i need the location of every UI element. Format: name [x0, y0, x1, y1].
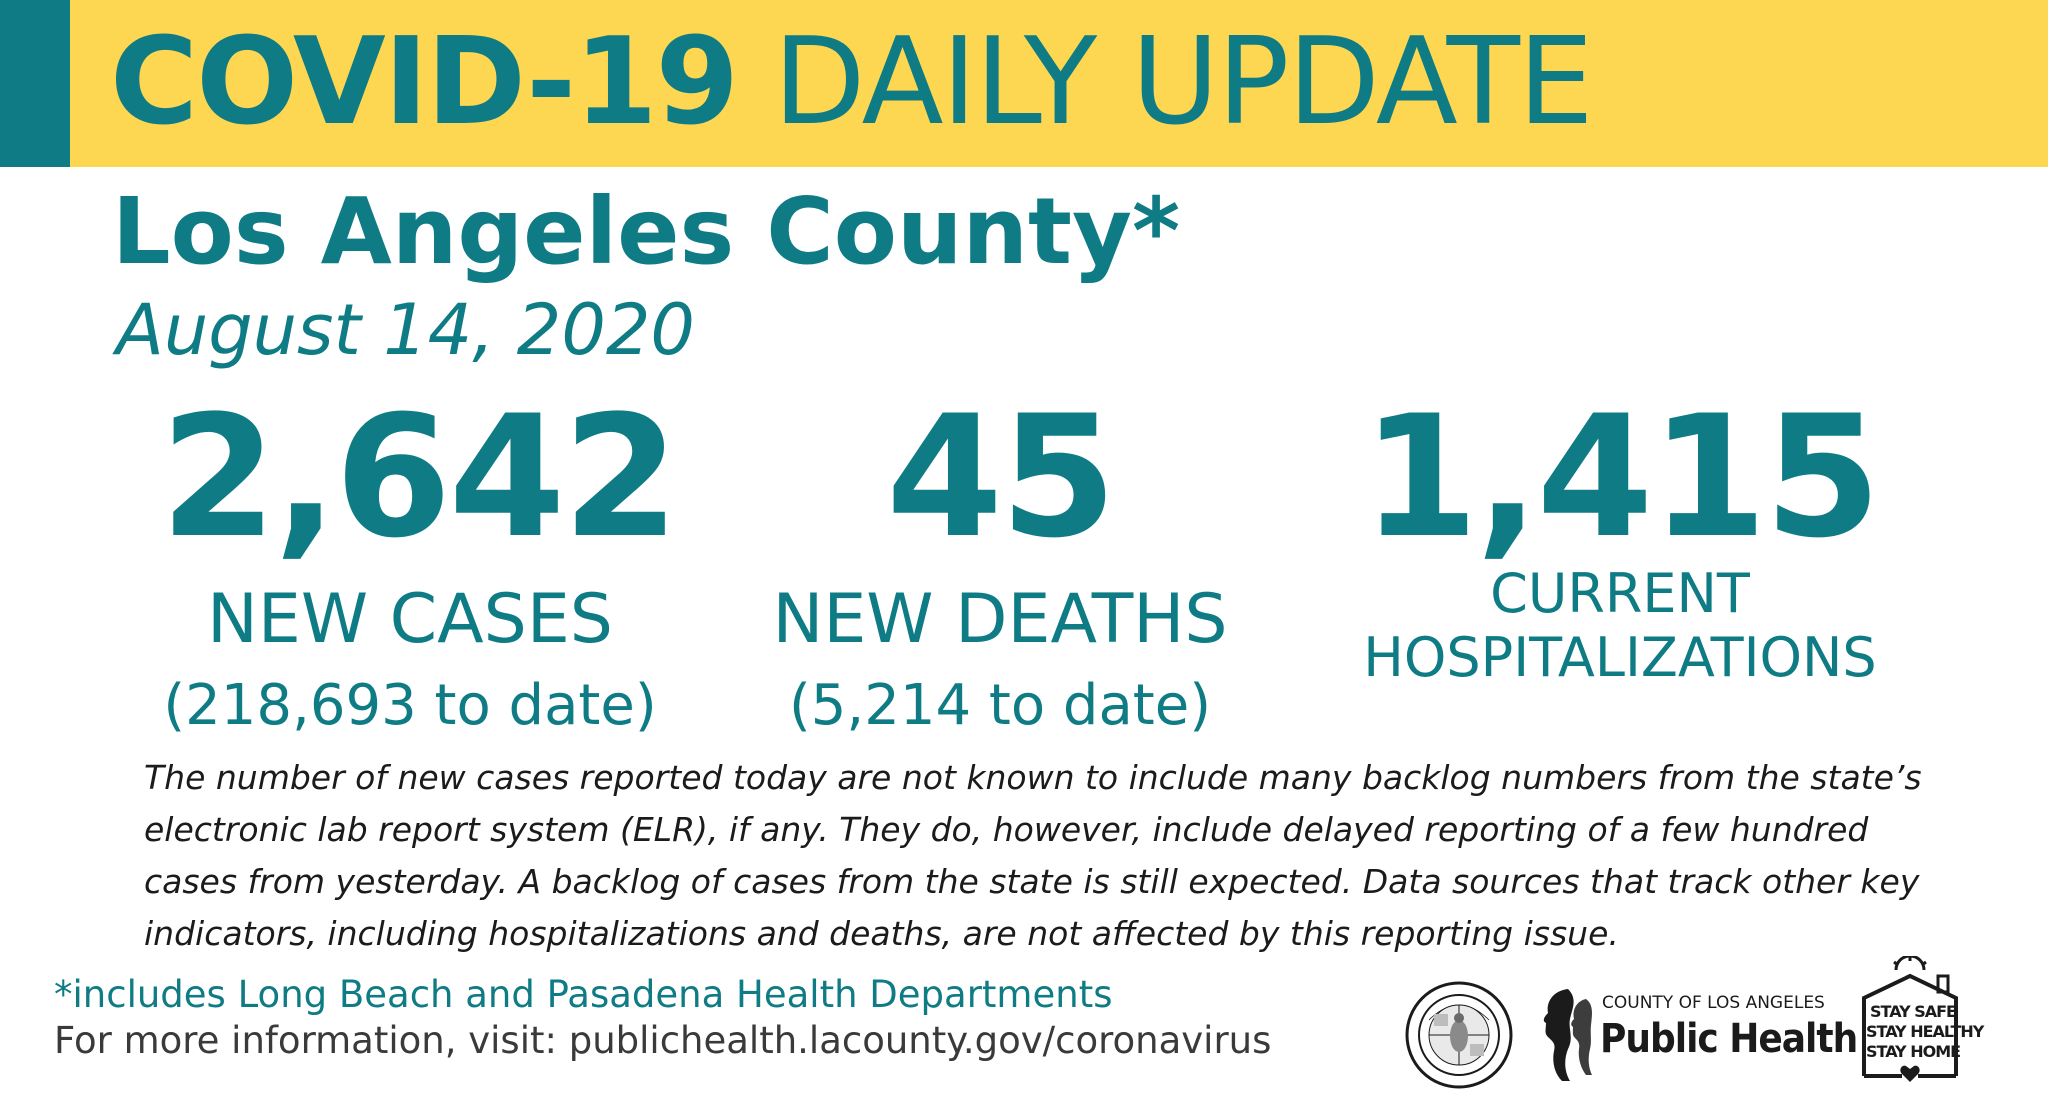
stay-safe-line: STAY SAFE: [1870, 1002, 1957, 1021]
hospitalizations-label-line1: CURRENT: [1490, 562, 1750, 625]
new-deaths-to-date: (5,214 to date): [788, 673, 1212, 738]
footnote: *includes Long Beach and Pasadena Health…: [54, 973, 1113, 1016]
new-cases-value: 2,642: [160, 379, 679, 575]
stat-new-deaths: 45 NEW DEATHS (5,214 to date): [740, 392, 1260, 738]
hospitalizations-value: 1,415: [1361, 379, 1881, 575]
more-info-link[interactable]: For more information, visit: publichealt…: [54, 1019, 1272, 1062]
county-heading: Los Angeles County*: [112, 178, 1181, 285]
header-banner: [0, 0, 2048, 167]
new-deaths-value: 45: [886, 379, 1117, 575]
page-title: COVID-19 DAILY UPDATE: [110, 18, 1594, 148]
public-health-name: Public Health: [1600, 1016, 1858, 1062]
public-health-logo: COUNTY OF LOS ANGELES Public Health: [1534, 985, 1858, 1085]
report-date: August 14, 2020: [116, 289, 695, 371]
county-seal-icon: [1405, 981, 1513, 1089]
stay-home-line: STAY HOME: [1866, 1042, 1961, 1061]
title-bold: COVID-19: [110, 13, 739, 152]
stay-safe-text: STAY SAFE STAY HEALTHY STAY HOME: [1866, 1002, 1984, 1062]
new-cases-label: NEW CASES: [207, 580, 613, 659]
profile-silhouettes-icon: [1543, 989, 1592, 1081]
title-regular: DAILY UPDATE: [773, 13, 1594, 152]
header-accent-bar: [0, 0, 70, 167]
stat-hospitalizations: 1,415 CURRENT HOSPITALIZATIONS: [1330, 392, 1910, 690]
stay-healthy-line: STAY HEALTHY: [1866, 1022, 1984, 1041]
new-cases-to-date: (218,693 to date): [163, 673, 657, 738]
reporting-note: The number of new cases reported today a…: [144, 758, 1922, 953]
house-sun-icon: [1862, 956, 1958, 1082]
public-health-county-text: COUNTY OF LOS ANGELES: [1602, 993, 1825, 1013]
stat-new-cases: 2,642 NEW CASES (218,693 to date): [160, 379, 679, 738]
hospitalizations-label-line2: HOSPITALIZATIONS: [1363, 626, 1877, 689]
stay-safe-badge: STAY SAFE STAY HEALTHY STAY HOME: [1858, 956, 1984, 1086]
new-deaths-label: NEW DEATHS: [772, 580, 1228, 659]
